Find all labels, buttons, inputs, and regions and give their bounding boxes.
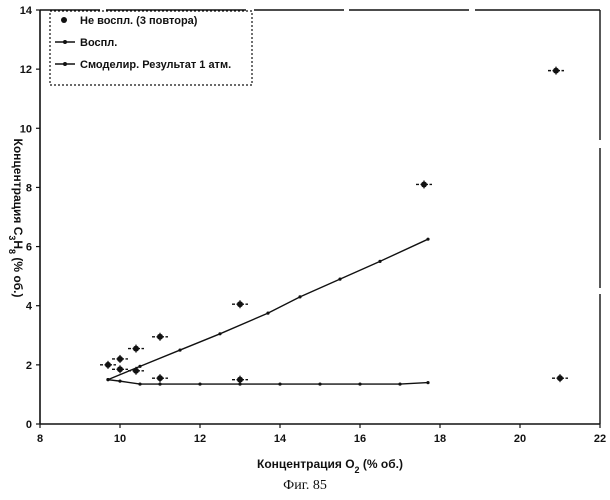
series-2 xyxy=(106,378,429,386)
marker-dot xyxy=(157,334,163,340)
marker-dot xyxy=(117,366,123,372)
marker-dot xyxy=(557,375,563,381)
series-point xyxy=(426,381,429,384)
y-tick-label: 2 xyxy=(26,360,32,372)
x-tick-label: 12 xyxy=(194,433,206,445)
y-tick-label: 12 xyxy=(20,64,32,76)
legend-label: Не воспл. (3 повтора) xyxy=(80,15,198,27)
x-tick-label: 10 xyxy=(114,433,126,445)
x-tick-label: 18 xyxy=(434,433,446,445)
series-point xyxy=(138,382,141,385)
y-axis-title: Концентрация C3H8 (% об.) xyxy=(7,139,25,298)
legend-entry: Смоделир. Результат 1 атм. xyxy=(55,59,231,71)
series-layer xyxy=(100,67,568,386)
data-point xyxy=(100,361,116,369)
series-point xyxy=(198,382,201,385)
y-tick-label: 0 xyxy=(26,419,32,431)
y-tick-label: 10 xyxy=(20,123,32,135)
data-point xyxy=(152,374,168,382)
x-tick-label: 16 xyxy=(354,433,366,445)
series-point xyxy=(398,382,401,385)
data-point xyxy=(232,300,248,308)
marker-dot xyxy=(105,362,111,368)
series-point xyxy=(358,382,361,385)
series-line xyxy=(108,380,428,384)
legend-marker xyxy=(63,62,67,66)
legend-entry: Не воспл. (3 повтора) xyxy=(61,15,198,27)
y-tick-label: 6 xyxy=(26,242,32,254)
data-point xyxy=(416,180,432,188)
legend-marker xyxy=(61,17,67,23)
x-tick-label: 14 xyxy=(274,433,287,445)
marker-dot xyxy=(237,301,243,307)
series-point xyxy=(378,260,381,263)
series-point xyxy=(178,348,181,351)
marker-dot xyxy=(117,356,123,362)
x-tick-label: 8 xyxy=(37,433,43,445)
marker-dot xyxy=(553,68,559,74)
y-tick-label: 14 xyxy=(20,5,33,17)
series-3 xyxy=(106,238,429,382)
y-tick-label: 8 xyxy=(26,182,32,194)
series-point xyxy=(278,382,281,385)
x-axis-title: Концентрация O2 (% об.) xyxy=(257,457,403,475)
series-point xyxy=(318,382,321,385)
series-point xyxy=(138,365,141,368)
data-point xyxy=(112,355,128,363)
series-1 xyxy=(100,67,568,384)
legend-label: Воспл. xyxy=(80,37,117,49)
marker-dot xyxy=(133,346,139,352)
marker-dot xyxy=(157,375,163,381)
data-point xyxy=(232,376,248,384)
data-point xyxy=(548,67,564,75)
series-point xyxy=(118,380,121,383)
series-point xyxy=(338,278,341,281)
series-point xyxy=(158,382,161,385)
series-point xyxy=(298,295,301,298)
data-point xyxy=(552,374,568,382)
marker-dot xyxy=(421,181,427,187)
data-point xyxy=(152,333,168,341)
data-point xyxy=(128,345,144,353)
chart: 8 10 12 14 16 18 20 22 0 2 4 6 8 10 12 14 Не воспл. (3 … xyxy=(0,0,610,478)
legend-label: Смоделир. Результат 1 атм. xyxy=(80,59,231,71)
series-point xyxy=(238,382,241,385)
legend-marker xyxy=(63,40,67,44)
series-point xyxy=(218,332,221,335)
x-tick-label: 22 xyxy=(594,433,606,445)
marker-dot xyxy=(237,377,243,383)
series-point xyxy=(426,238,429,241)
y-tick-label: 4 xyxy=(26,301,33,313)
figure-caption: Фиг. 85 xyxy=(0,478,610,494)
series-point xyxy=(266,312,269,315)
series-point xyxy=(106,378,109,381)
legend: Не воспл. (3 повтора) Воспл. Смоделир. Рез… xyxy=(50,11,252,85)
x-tick-label: 20 xyxy=(514,433,526,445)
